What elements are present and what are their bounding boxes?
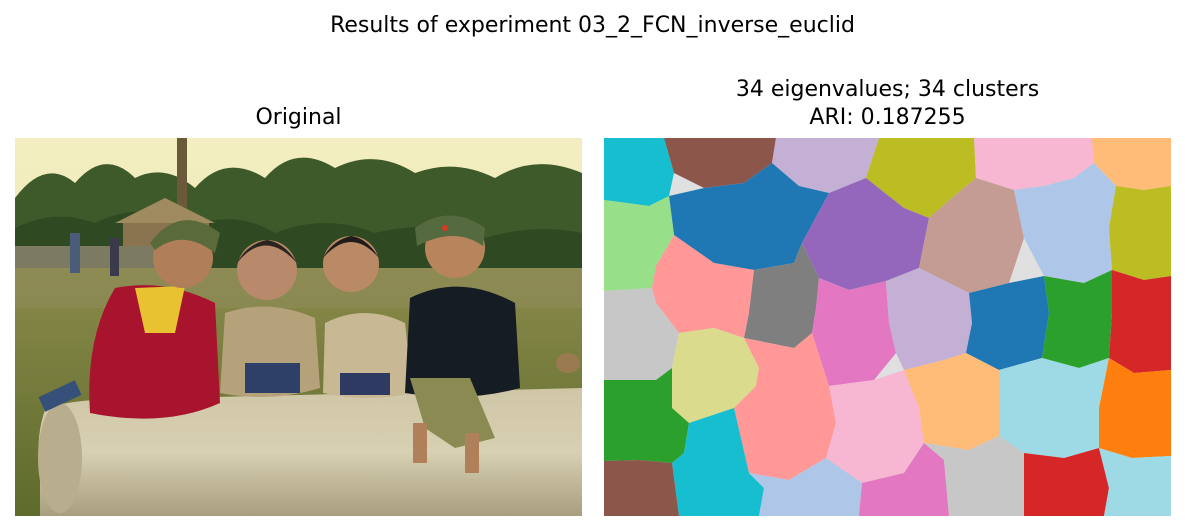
child-face xyxy=(153,228,213,288)
original-photo xyxy=(15,138,582,516)
child-leg xyxy=(465,433,479,473)
cluster-region xyxy=(1109,270,1171,373)
cluster-region xyxy=(1099,358,1171,458)
distant-person xyxy=(110,238,119,276)
dog xyxy=(556,353,580,373)
cluster-region xyxy=(772,138,879,193)
cluster-region xyxy=(1042,270,1112,368)
cap-star-badge xyxy=(442,225,448,231)
cluster-region xyxy=(802,178,929,290)
cluster-region xyxy=(886,268,972,370)
child-leg xyxy=(413,423,427,463)
child-face xyxy=(237,240,297,300)
child-yellow-collar xyxy=(135,286,185,333)
segmentation-map xyxy=(604,138,1171,516)
cluster-region xyxy=(672,328,759,423)
figure-suptitle: Results of experiment 03_2_FCN_inverse_e… xyxy=(330,13,855,38)
cluster-region xyxy=(604,368,689,463)
child-green-cap xyxy=(415,215,485,246)
cluster-region xyxy=(669,163,829,270)
cluster-region xyxy=(652,235,754,338)
child-jeans xyxy=(245,363,300,393)
cluster-region xyxy=(1014,163,1116,283)
child-red-jacket xyxy=(89,285,221,419)
segmentation-title: 34 eigenvalues; 34 clusters ARI: 0.18725… xyxy=(604,76,1171,132)
cluster-region xyxy=(966,276,1049,370)
cluster-region xyxy=(812,278,896,386)
cluster-region xyxy=(1024,448,1109,516)
cluster-region xyxy=(919,178,1024,293)
cluster-regions xyxy=(604,138,1171,516)
cluster-region xyxy=(859,443,949,516)
wooden-pole xyxy=(177,138,187,248)
cluster-region xyxy=(999,358,1109,458)
segmentation-title-line2: ARI: 0.187255 xyxy=(809,105,966,130)
cluster-region xyxy=(974,138,1094,190)
cluster-region xyxy=(664,138,776,188)
cluster-region xyxy=(924,436,1024,516)
cluster-region xyxy=(1099,448,1171,516)
cluster-region xyxy=(826,370,924,483)
cluster-region xyxy=(866,138,976,218)
segmentation-title-line1: 34 eigenvalues; 34 clusters xyxy=(735,77,1040,102)
cluster-region xyxy=(1109,186,1171,280)
child-hair xyxy=(237,240,297,263)
cluster-region xyxy=(1092,138,1171,190)
child-jeans xyxy=(38,380,82,412)
cluster-region xyxy=(604,196,674,291)
cluster-region xyxy=(604,288,679,380)
cluster-region xyxy=(734,333,836,480)
original-photo-scene xyxy=(15,138,582,516)
child-face xyxy=(323,236,379,292)
cluster-region xyxy=(744,243,819,348)
child-hair xyxy=(323,236,379,258)
cluster-region xyxy=(904,353,999,450)
cluster-region xyxy=(672,408,764,516)
pipe-end xyxy=(38,403,82,513)
distant-person xyxy=(70,233,80,273)
hut-roof xyxy=(115,198,215,223)
cluster-region xyxy=(604,138,674,206)
cluster-region xyxy=(604,460,679,516)
child-jeans xyxy=(340,373,390,395)
child-green-cap xyxy=(150,220,220,253)
child-dark-jacket xyxy=(405,286,520,397)
original-image-title: Original xyxy=(255,105,342,130)
cluster-region xyxy=(749,458,862,516)
child-khaki-pants xyxy=(410,378,495,448)
